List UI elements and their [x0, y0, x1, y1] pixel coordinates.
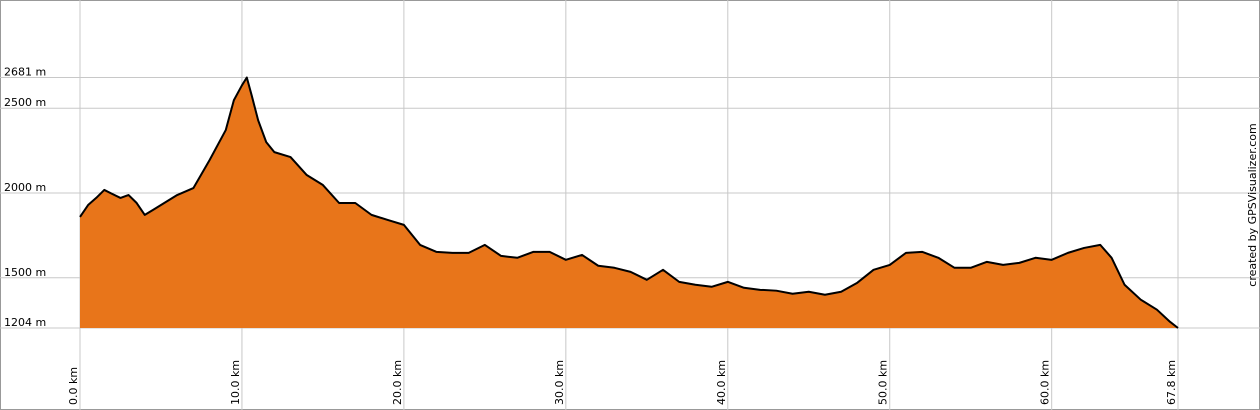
x-tick-label: 50.0 km [877, 360, 890, 405]
y-tick-label: 1500 m [4, 266, 46, 279]
x-tick-label: 60.0 km [1039, 360, 1052, 405]
x-tick-label: 40.0 km [715, 360, 728, 405]
x-tick-label: 67.8 km [1165, 360, 1178, 405]
x-tick-label: 20.0 km [391, 360, 404, 405]
y-tick-label: 2681 m [4, 66, 46, 79]
x-tick-label: 0.0 km [67, 367, 80, 405]
y-tick-label: 2500 m [4, 96, 46, 109]
x-tick-label: 30.0 km [553, 360, 566, 405]
elevation-area [80, 77, 1178, 328]
elevation-line [79, 76, 1179, 329]
y-tick-label: 1204 m [4, 316, 46, 329]
x-tick-label: 10.0 km [229, 360, 242, 405]
y-tick-label: 2000 m [4, 181, 46, 194]
credit: created by GPSVisualizer.com [1246, 123, 1259, 286]
